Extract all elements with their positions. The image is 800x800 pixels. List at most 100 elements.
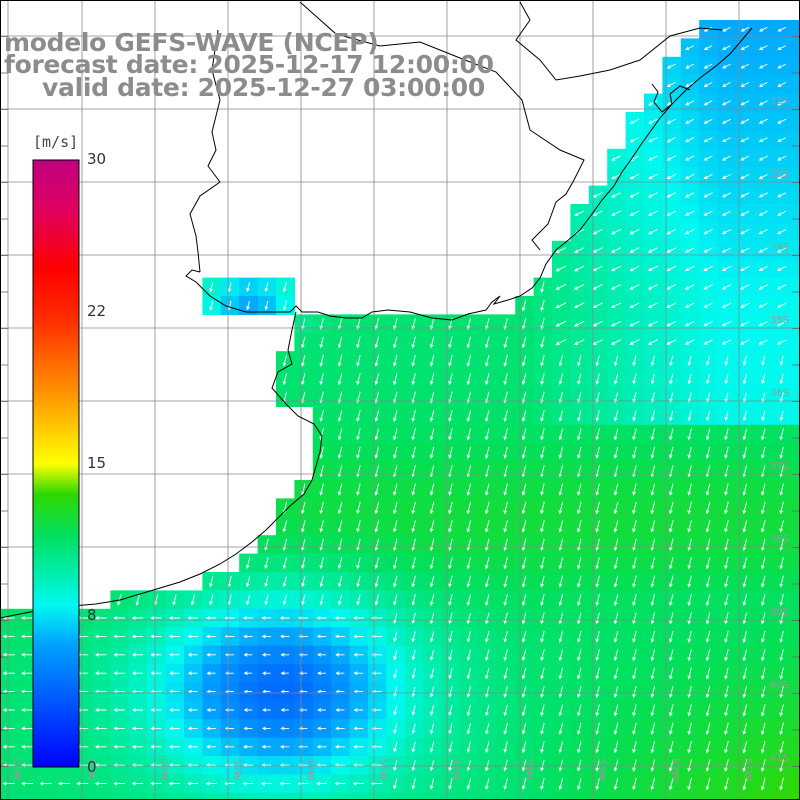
wind-speed-cell [165, 792, 185, 800]
wind-speed-cell [644, 792, 663, 800]
river-border-uruguay [189, 29, 221, 273]
wind-arrow [39, 781, 52, 786]
wind-arrow [21, 634, 34, 639]
wind-arrow [411, 557, 416, 570]
wind-arrow [334, 634, 345, 639]
wind-arrow [650, 630, 656, 643]
wind-arrow [316, 744, 327, 749]
wind-arrow [629, 320, 640, 327]
wind-arrow [411, 686, 416, 698]
wind-arrow [776, 302, 787, 308]
wind-arrow [703, 339, 713, 345]
wind-arrow [429, 575, 435, 588]
wind-arrow [592, 284, 603, 290]
wind-arrow [94, 726, 107, 731]
wind-arrow [393, 483, 398, 496]
wind-speed-cell [791, 682, 800, 702]
wind-arrow [411, 336, 416, 349]
wind-arrow [740, 155, 750, 161]
wind-arrow [779, 740, 784, 754]
wind-arrow [393, 557, 398, 570]
wind-arrow [595, 483, 600, 496]
wind-arrow [374, 428, 380, 441]
wind-arrow [411, 446, 416, 459]
wind-arrow [758, 210, 768, 216]
wind-arrow [669, 704, 674, 717]
wind-arrow [742, 392, 747, 403]
wind-arrow [574, 265, 585, 272]
wind-arrow [759, 26, 768, 32]
wind-arrow [666, 155, 676, 161]
wind-arrow [779, 575, 784, 588]
wind-speed-cell [202, 792, 222, 800]
wind-arrow [687, 520, 692, 533]
wind-speed-cell [276, 792, 295, 800]
wind-arrow [555, 265, 567, 272]
wind-arrow [777, 265, 787, 271]
wind-arrow [705, 612, 711, 625]
wind-arrow [94, 616, 107, 620]
wind-arrow [521, 704, 527, 717]
wind-arrow [319, 354, 324, 367]
wind-arrow [319, 557, 324, 570]
wind-arrow [393, 741, 398, 753]
wind-arrow [94, 708, 107, 712]
wind-arrow [168, 616, 180, 620]
wind-arrow [740, 82, 750, 87]
wind-arrow [703, 118, 713, 124]
wind-arrow [374, 575, 379, 588]
wind-arrow [687, 575, 692, 588]
wind-arrow [703, 155, 713, 161]
latitude-label: 41S [770, 753, 789, 764]
wind-arrow [779, 392, 784, 403]
wind-arrow [740, 229, 750, 235]
wind-arrow [555, 320, 567, 327]
wind-arrow [429, 594, 435, 606]
wind-arrow [245, 557, 251, 570]
wind-arrow [595, 685, 600, 699]
wind-arrow [577, 630, 582, 643]
wind-speed-cell [791, 369, 800, 389]
wind-arrow [595, 704, 600, 717]
wind-arrow [429, 336, 435, 349]
wind-arrow [650, 575, 656, 588]
wind-speed-cell [92, 792, 111, 800]
wind-arrow [595, 722, 600, 735]
wind-arrow [521, 667, 527, 680]
wind-arrow [429, 723, 435, 735]
wind-arrow [777, 229, 787, 235]
wind-arrow [280, 634, 290, 639]
wind-arrow [356, 428, 361, 441]
wind-arrow [669, 557, 674, 570]
wind-arrow [650, 667, 656, 680]
wind-arrow [610, 302, 622, 308]
wind-arrow [131, 781, 144, 786]
wind-arrow [540, 446, 545, 459]
wind-arrow [301, 501, 306, 515]
wind-arrow [724, 428, 729, 441]
wind-arrow [485, 649, 490, 662]
wind-arrow [632, 483, 637, 496]
wind-speed-cell [791, 204, 800, 223]
wind-arrow [485, 446, 490, 459]
wind-arrow [466, 686, 471, 698]
wind-arrow [650, 520, 656, 533]
wind-arrow [650, 612, 656, 625]
wind-arrow [503, 354, 508, 367]
wind-arrow [592, 320, 603, 327]
wind-arrow [577, 410, 582, 422]
wind-arrow [703, 192, 713, 198]
wind-arrow [319, 373, 324, 386]
wind-arrow [485, 594, 490, 606]
wind-arrow [613, 593, 619, 607]
wind-arrow [706, 355, 711, 366]
wind-arrow [629, 210, 640, 216]
wind-arrow [57, 781, 70, 786]
wind-arrow [687, 373, 692, 385]
wind-arrow [669, 667, 674, 680]
wind-arrow [353, 634, 364, 639]
wind-speed-cell [791, 93, 800, 113]
wind-arrow [761, 410, 766, 422]
wind-arrow [521, 410, 527, 422]
wind-arrow [337, 501, 343, 515]
